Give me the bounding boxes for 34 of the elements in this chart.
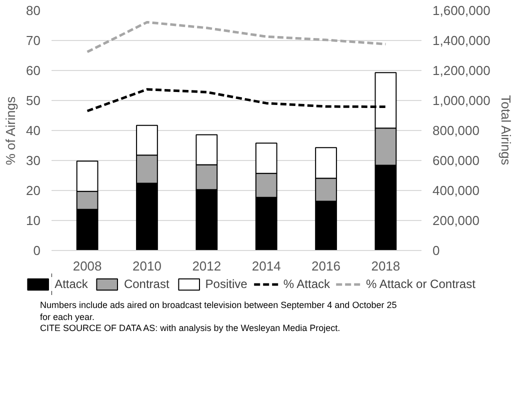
line-series xyxy=(86,20,387,54)
x-tick-label: 2012 xyxy=(192,258,222,274)
y2-tick-label: 1,400,000 xyxy=(432,33,490,48)
y-tick-label: 10 xyxy=(26,213,41,228)
text: CITE SOURCE OF DATA AS: with analysis by the Wesleyan Media Project. xyxy=(40,323,342,336)
y2-tick-label: 1,000,000 xyxy=(432,93,490,108)
y-axis-title: % of Airings xyxy=(3,96,18,166)
legend-label: % Attack or Contrast xyxy=(366,277,476,291)
y2-axis-title: Total Airings xyxy=(498,95,514,166)
y-tick-label: 60 xyxy=(26,63,41,78)
y2-tick-label: 200,000 xyxy=(432,213,480,228)
x-tick-label: 2008 xyxy=(72,258,102,274)
legend-label: Contrast xyxy=(124,277,170,291)
y-tick-label: 20 xyxy=(26,183,41,198)
x-tick-label: 2016 xyxy=(312,258,340,274)
y2-tick-label: 1,600,000 xyxy=(432,3,490,18)
text: Numbers include ads aired on broadcast television between September 4 and October 25 for each year. xyxy=(40,300,398,324)
y-tick-label: 70 xyxy=(26,33,41,48)
y2-tick-label: 0 xyxy=(432,243,440,258)
y2-tick-label: 600,000 xyxy=(432,153,480,168)
y-tick-label: 30 xyxy=(26,153,41,168)
legend-label: Attack xyxy=(54,277,88,291)
x-tick-label: 2014 xyxy=(252,258,281,274)
y-tick-label: 80 xyxy=(26,3,41,18)
y2-tick-label: 800,000 xyxy=(432,123,480,138)
y-tick-label: 0 xyxy=(33,243,41,258)
x-tick-label: 2018 xyxy=(371,258,400,274)
legend-label: Positive xyxy=(205,277,248,291)
y2-tick-label: 400,000 xyxy=(432,183,480,198)
y-tick-label: 50 xyxy=(26,93,41,108)
y2-tick-label: 1,200,000 xyxy=(432,63,490,78)
x-tick-label: 2010 xyxy=(132,258,162,274)
y-tick-label: 40 xyxy=(26,123,41,138)
legend-label: % Attack xyxy=(283,277,330,291)
